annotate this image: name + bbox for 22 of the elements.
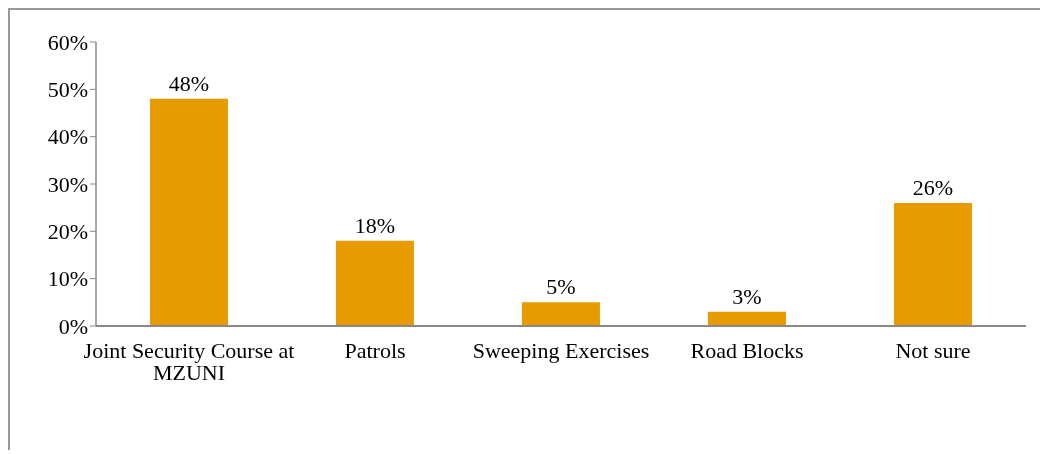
y-tick-label: 60% xyxy=(47,29,88,55)
x-tick-label: Patrols xyxy=(344,337,406,363)
y-tick-label: 50% xyxy=(47,77,88,103)
bar xyxy=(521,302,600,326)
y-tick-label: 40% xyxy=(47,124,88,150)
bar xyxy=(149,98,228,326)
data-label: 3% xyxy=(732,283,762,309)
data-label: 18% xyxy=(354,212,396,238)
x-tick-label: Not sure xyxy=(895,337,971,363)
x-tick-label: Road Blocks xyxy=(690,337,804,363)
x-tick-label: Sweeping Exercises xyxy=(472,337,650,363)
bar xyxy=(893,202,972,326)
data-label: 48% xyxy=(168,70,210,96)
y-tick-label: 10% xyxy=(47,266,88,292)
y-tick-label: 20% xyxy=(47,219,88,245)
data-label: 5% xyxy=(546,274,576,300)
y-tick-label: 30% xyxy=(47,171,88,197)
bar xyxy=(335,240,414,326)
y-tick-label: 0% xyxy=(58,313,88,339)
x-tick-label: Joint Security Course at MZUNI xyxy=(83,337,295,385)
bar xyxy=(707,311,786,326)
data-label: 26% xyxy=(912,174,954,200)
